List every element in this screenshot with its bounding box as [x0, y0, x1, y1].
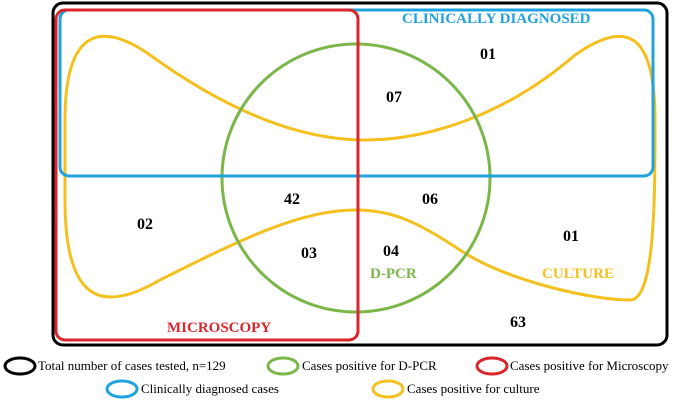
legend-item-culture: Cases positive for culture [371, 379, 540, 399]
count-none: 63 [510, 314, 526, 331]
legend-label-culture: Cases positive for culture [407, 381, 540, 396]
legend-item-microscopy: Cases positive for Microscopy [475, 356, 669, 376]
count-micro-only: 02 [137, 216, 153, 233]
legend: Total number of cases tested, n=129 Case… [3, 356, 669, 399]
dpcr-label: D-PCR [370, 266, 417, 282]
clinically-diagnosed-label: CLINICALLY DIAGNOSED [402, 11, 591, 27]
legend-item-total: Total number of cases tested, n=129 [3, 356, 226, 376]
legend-swatch-culture [371, 379, 405, 399]
legend-label-dpcr: Cases positive for D-PCR [302, 358, 437, 373]
dpcr-circle [220, 42, 492, 314]
total-cases-border [51, 1, 669, 347]
legend-item-clinical: Clinically diagnosed cases [105, 379, 279, 399]
microscopy-border [54, 8, 360, 342]
microscopy-label: MICROSCOPY [167, 320, 271, 336]
legend-swatch-microscopy [475, 356, 509, 376]
legend-label-clinical: Clinically diagnosed cases [141, 381, 279, 396]
legend-swatch-dpcr [266, 356, 300, 376]
legend-label-microscopy: Cases positive for Microscopy [510, 358, 669, 373]
count-clinical-only: 01 [480, 46, 496, 63]
culture-region [63, 34, 657, 302]
count-dpcr-culture: 04 [383, 243, 399, 260]
count-dpcr-only: 06 [422, 191, 438, 208]
legend-item-dpcr: Cases positive for D-PCR [266, 356, 437, 376]
count-culture-only: 01 [563, 228, 579, 245]
count-micro-dpcr: 42 [284, 191, 300, 208]
legend-swatch-total [3, 356, 37, 376]
count-micro-dpcr-culture: 03 [301, 245, 317, 262]
legend-label-total: Total number of cases tested, n=129 [38, 358, 226, 373]
culture-label: CULTURE [542, 266, 614, 282]
legend-swatch-clinical [105, 379, 139, 399]
count-clinical-dpcr-culture: 07 [386, 89, 402, 106]
